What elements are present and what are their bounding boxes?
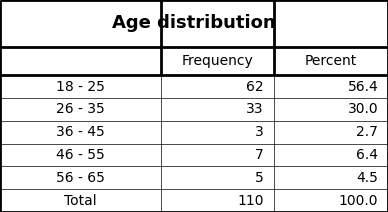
Text: Total: Total bbox=[64, 194, 97, 208]
Text: 110: 110 bbox=[237, 194, 264, 208]
Text: 100.0: 100.0 bbox=[339, 194, 378, 208]
Text: 36 - 45: 36 - 45 bbox=[56, 125, 105, 139]
Text: 6.4: 6.4 bbox=[356, 148, 378, 162]
Text: 4.5: 4.5 bbox=[357, 171, 378, 185]
Text: Percent: Percent bbox=[305, 54, 357, 68]
Text: Age distribution: Age distribution bbox=[112, 14, 276, 32]
Text: 56.4: 56.4 bbox=[348, 80, 378, 94]
Text: 2.7: 2.7 bbox=[357, 125, 378, 139]
Text: 30.0: 30.0 bbox=[348, 102, 378, 116]
Text: 33: 33 bbox=[246, 102, 264, 116]
Text: 26 - 35: 26 - 35 bbox=[56, 102, 105, 116]
Text: 7: 7 bbox=[255, 148, 264, 162]
Text: 46 - 55: 46 - 55 bbox=[56, 148, 105, 162]
Text: 56 - 65: 56 - 65 bbox=[56, 171, 105, 185]
Text: 3: 3 bbox=[255, 125, 264, 139]
Text: 18 - 25: 18 - 25 bbox=[56, 80, 105, 94]
Text: Frequency: Frequency bbox=[182, 54, 253, 68]
Text: 62: 62 bbox=[246, 80, 264, 94]
Text: 5: 5 bbox=[255, 171, 264, 185]
